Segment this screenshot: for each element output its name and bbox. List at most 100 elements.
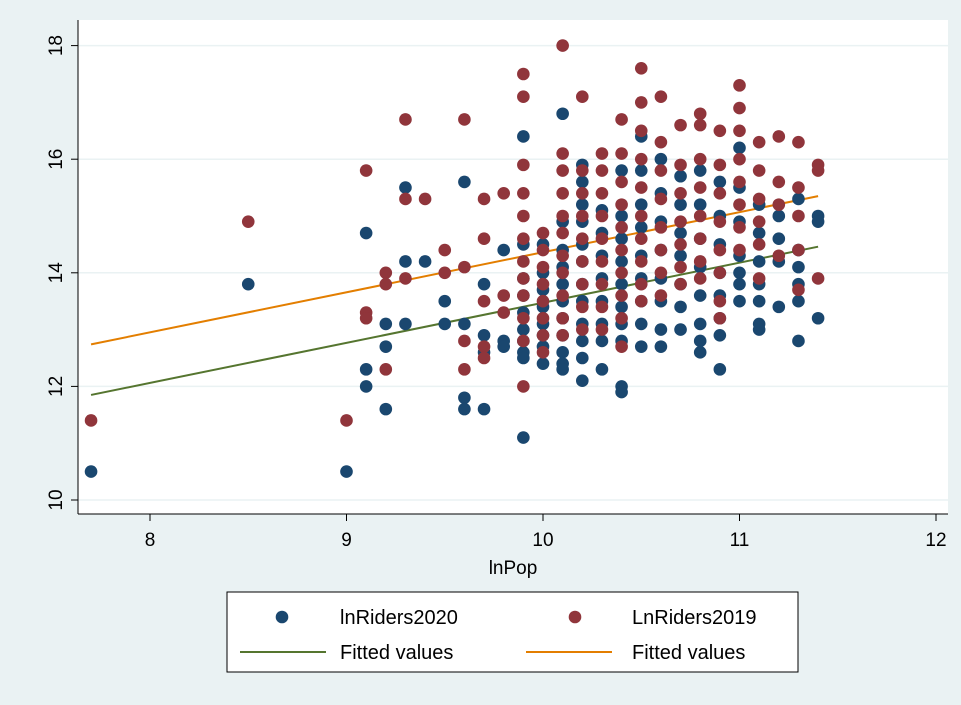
- scatter-point-lnriders2019: [792, 209, 805, 223]
- y-tick-label: 18: [46, 35, 67, 56]
- legend-label: Fitted values: [340, 642, 453, 664]
- plot-area: [78, 20, 948, 514]
- scatter-point-lnriders2020: [576, 351, 589, 365]
- scatter-point-lnriders2019: [536, 226, 550, 240]
- scatter-point-lnriders2019: [458, 334, 471, 348]
- scatter-point-lnriders2019: [733, 124, 746, 138]
- scatter-point-lnriders2019: [752, 164, 766, 177]
- scatter-point-lnriders2019: [556, 39, 569, 52]
- y-tick-label: 16: [46, 149, 67, 170]
- scatter-point-lnriders2019: [634, 124, 648, 138]
- scatter-point-lnriders2020: [84, 465, 98, 478]
- scatter-point-lnriders2019: [84, 414, 98, 427]
- scatter-point-lnriders2020: [674, 300, 687, 314]
- scatter-point-lnriders2020: [634, 164, 648, 177]
- scatter-point-lnriders2019: [497, 306, 511, 319]
- scatter-point-lnriders2019: [595, 232, 609, 246]
- scatter-point-lnriders2020: [713, 363, 727, 376]
- legend-box: [226, 591, 799, 673]
- scatter-point-lnriders2019: [497, 289, 511, 302]
- scatter-point-lnriders2019: [517, 255, 530, 268]
- scatter-point-lnriders2019: [576, 277, 589, 291]
- scatter-point-lnriders2020: [241, 277, 255, 291]
- scatter-point-lnriders2020: [733, 266, 746, 280]
- scatter-point-lnriders2019: [615, 289, 628, 302]
- scatter-point-lnriders2020: [634, 221, 648, 234]
- scatter-point-lnriders2020: [615, 277, 628, 291]
- scatter-point-lnriders2020: [733, 141, 746, 155]
- scatter-point-lnriders2019: [595, 300, 609, 314]
- scatter-point-lnriders2020: [713, 328, 727, 342]
- scatter-point-lnriders2020: [359, 363, 373, 376]
- scatter-point-lnriders2019: [556, 266, 569, 280]
- scatter-point-lnriders2019: [615, 266, 628, 280]
- scatter-point-lnriders2019: [733, 152, 746, 166]
- scatter-point-lnriders2019: [693, 107, 707, 121]
- scatter-point-lnriders2019: [556, 226, 569, 240]
- scatter-point-lnriders2019: [595, 323, 609, 336]
- scatter-point-lnriders2019: [752, 192, 766, 206]
- scatter-point-lnriders2019: [517, 334, 530, 348]
- scatter-point-lnriders2020: [359, 380, 373, 393]
- scatter-point-lnriders2020: [556, 346, 569, 359]
- scatter-point-lnriders2019: [713, 215, 727, 228]
- scatter-point-lnriders2020: [379, 402, 393, 416]
- scatter-point-lnriders2019: [634, 152, 648, 166]
- scatter-point-lnriders2020: [674, 249, 687, 263]
- scatter-point-lnriders2019: [713, 158, 727, 172]
- scatter-point-lnriders2019: [576, 90, 589, 104]
- scatter-point-lnriders2019: [517, 186, 530, 200]
- scatter-point-lnriders2020: [595, 363, 609, 376]
- scatter-point-lnriders2019: [379, 266, 393, 280]
- scatter-point-lnriders2019: [634, 96, 648, 109]
- scatter-point-lnriders2019: [517, 380, 530, 393]
- scatter-point-lnriders2019: [674, 186, 687, 200]
- scatter-point-lnriders2020: [576, 334, 589, 348]
- legend-marker-lnriders2019: [568, 610, 582, 624]
- scatter-point-lnriders2019: [654, 289, 668, 302]
- x-axis-label: lnPop: [489, 558, 538, 579]
- x-tick-label: 9: [341, 530, 352, 551]
- scatter-point-lnriders2019: [556, 249, 569, 263]
- legend-marker-lnriders2020: [275, 610, 289, 624]
- scatter-point-lnriders2019: [634, 255, 648, 268]
- scatter-point-lnriders2019: [595, 255, 609, 268]
- scatter-point-lnriders2019: [615, 147, 628, 160]
- scatter-point-lnriders2020: [595, 334, 609, 348]
- scatter-point-lnriders2020: [517, 351, 530, 365]
- scatter-point-lnriders2020: [674, 198, 687, 211]
- scatter-point-lnriders2020: [792, 294, 805, 308]
- scatter-point-lnriders2019: [576, 164, 589, 177]
- scatter-point-lnriders2019: [497, 186, 511, 200]
- scatter-point-lnriders2019: [792, 283, 805, 297]
- scatter-point-lnriders2019: [517, 90, 530, 104]
- scatter-point-lnriders2020: [576, 175, 589, 189]
- scatter-point-lnriders2019: [654, 135, 668, 149]
- scatter-point-lnriders2019: [713, 124, 727, 138]
- scatter-point-lnriders2019: [418, 192, 432, 206]
- scatter-point-lnriders2019: [536, 277, 550, 291]
- scatter-point-lnriders2019: [477, 232, 491, 246]
- x-tick-label: 11: [730, 530, 750, 551]
- legend-label: lnRiders2020: [340, 607, 458, 629]
- scatter-point-lnriders2019: [674, 215, 687, 228]
- scatter-point-lnriders2019: [595, 209, 609, 223]
- scatter-point-lnriders2019: [556, 164, 569, 177]
- scatter-point-lnriders2020: [792, 260, 805, 274]
- axes: 10 12 14 16 18 8 9 10 11 12: [46, 20, 948, 551]
- scatter-point-lnriders2019: [517, 209, 530, 223]
- scatter-point-lnriders2020: [615, 300, 628, 314]
- scatter-point-lnriders2020: [615, 255, 628, 268]
- scatter-point-lnriders2020: [340, 465, 353, 478]
- scatter-point-lnriders2019: [576, 300, 589, 314]
- scatter-point-lnriders2019: [713, 294, 727, 308]
- scatter-point-lnriders2020: [379, 340, 393, 353]
- scatter-point-lnriders2019: [536, 260, 550, 274]
- scatter-point-lnriders2019: [693, 232, 707, 246]
- scatter-point-lnriders2020: [497, 243, 511, 257]
- scatter-point-lnriders2019: [517, 311, 530, 325]
- scatter-point-lnriders2020: [693, 317, 707, 331]
- scatter-point-lnriders2019: [576, 232, 589, 246]
- scatter-point-lnriders2020: [811, 215, 825, 228]
